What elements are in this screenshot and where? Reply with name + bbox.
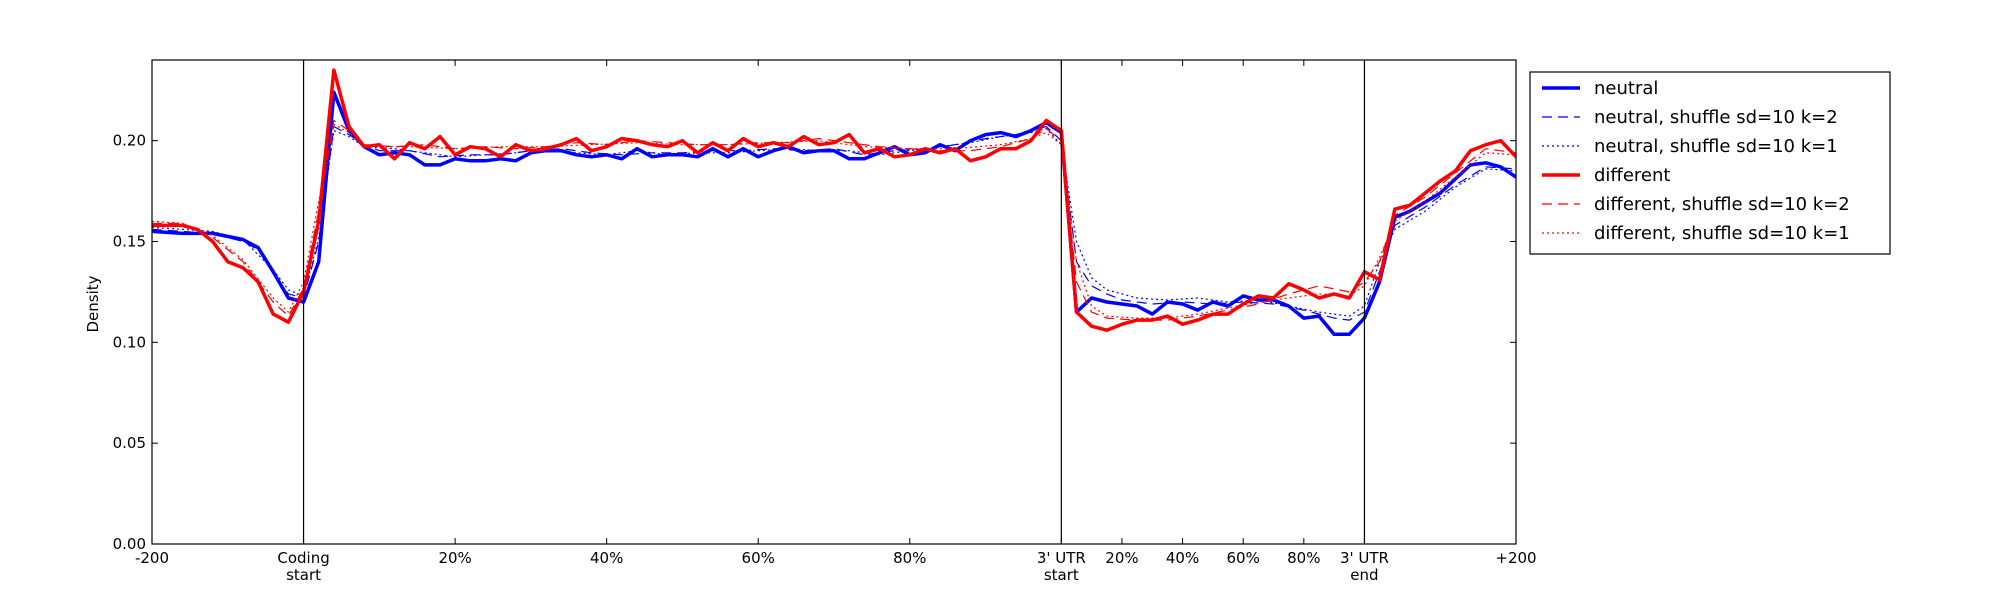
series-line-2: [152, 126, 1516, 321]
x-tick-label: 80%: [1287, 549, 1320, 567]
y-axis-label: Density: [84, 275, 102, 332]
legend-label: different: [1594, 165, 1670, 186]
y-tick-label: 0.15: [113, 233, 146, 251]
series-line-1: [152, 90, 1516, 337]
y-tick-label: 0.00: [113, 535, 146, 553]
series-line-4: [152, 68, 1516, 332]
series-line-6: [152, 123, 1516, 319]
legend-box: [1529, 71, 1891, 255]
y-tick-label: 0.10: [113, 333, 146, 351]
x-tick-label: 3' UTR end: [1340, 549, 1389, 584]
axes: 0.00 0.05 0.10 0.15 0.20 -200 Coding start 20% 40…: [113, 59, 1537, 584]
x-tick-label: +200: [1495, 549, 1536, 567]
x-tick-label: 60%: [742, 549, 775, 567]
legend: neutral neutral, shuffle sd=10 k=2 neutral…: [1529, 71, 1891, 255]
legend-label: neutral, shuffle sd=10 k=1: [1594, 136, 1838, 157]
series-lines: [152, 68, 1516, 337]
x-tick-label: 40%: [1166, 549, 1199, 567]
x-tick-label: 20%: [1105, 549, 1138, 567]
x-tick-label: 20%: [438, 549, 471, 567]
series-line-5: [152, 119, 1516, 321]
y-tick-label: 0.05: [113, 434, 146, 452]
x-tick-label: -200: [135, 549, 169, 567]
plot-frame: [151, 59, 1517, 545]
legend-label: different, shuffle sd=10 k=1: [1594, 223, 1850, 244]
legend-label: different, shuffle sd=10 k=2: [1594, 194, 1850, 215]
x-tick-label: 40%: [590, 549, 623, 567]
x-tick-label: 60%: [1227, 549, 1260, 567]
x-tick-label: Coding start: [277, 549, 329, 584]
legend-label: neutral: [1594, 78, 1658, 99]
x-tick-label: 80%: [893, 549, 926, 567]
plot-area: [152, 68, 1516, 337]
y-tick-label: 0.20: [113, 132, 146, 150]
x-tick-label: 3' UTR start: [1037, 549, 1086, 584]
legend-label: neutral, shuffle sd=10 k=2: [1594, 107, 1838, 128]
